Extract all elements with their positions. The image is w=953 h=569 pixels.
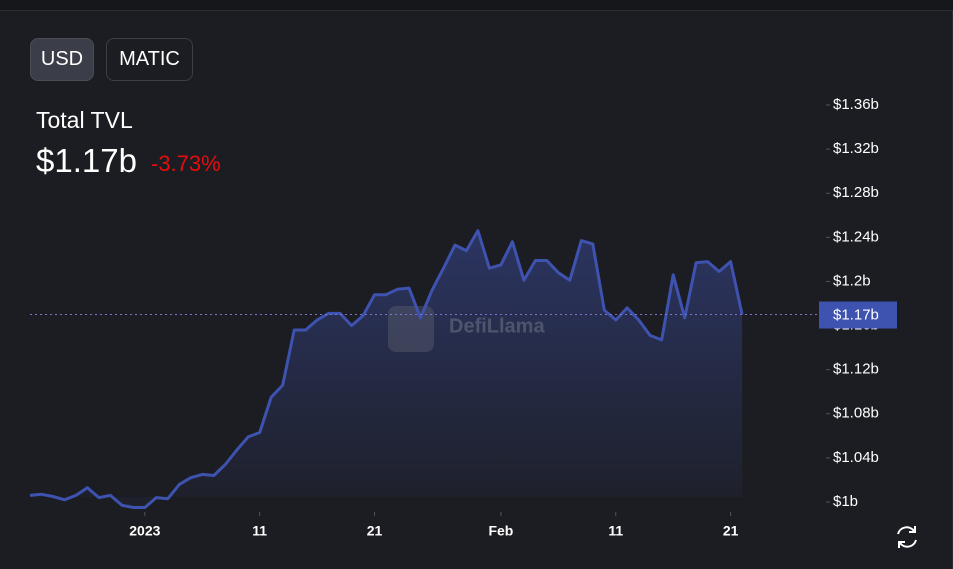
y-tick-label: $1.36b xyxy=(833,96,879,113)
matic-button[interactable]: MATIC xyxy=(106,38,193,81)
x-tick-label: 11 xyxy=(252,523,267,539)
usd-button[interactable]: USD xyxy=(30,38,94,81)
refresh-icon[interactable] xyxy=(897,526,917,548)
current-box xyxy=(819,301,897,329)
tvl-line xyxy=(29,229,744,509)
y-tick-label: $1.2b xyxy=(833,272,871,289)
stat-change: -3.73% xyxy=(151,151,221,176)
y-tick-label: $1.04b xyxy=(833,449,879,466)
area-fill xyxy=(30,230,743,508)
watermark-logo xyxy=(388,306,434,352)
y-tick-label: $1.12b xyxy=(833,361,879,378)
x-tick-label: 11 xyxy=(608,523,623,539)
stat-label: Total TVL xyxy=(36,107,133,133)
current-label: $1.17b xyxy=(833,306,879,323)
x-tick-label: 21 xyxy=(723,523,739,539)
y-tick-label: $1b xyxy=(833,493,858,510)
watermark-text: DefiLlama xyxy=(449,315,545,337)
y-tick-label: $1.32b xyxy=(833,140,879,157)
y-tick-label: $1.28b xyxy=(833,184,879,201)
watermark: DefiLlama xyxy=(388,306,545,352)
y-tick-label: $1.08b xyxy=(833,405,879,422)
stat-value: $1.17b xyxy=(36,142,137,179)
y-tick-label: $1.24b xyxy=(833,228,879,245)
x-tick-label: 21 xyxy=(367,523,383,539)
x-tick-label: 2023 xyxy=(129,523,160,539)
x-tick-label: Feb xyxy=(488,523,513,539)
